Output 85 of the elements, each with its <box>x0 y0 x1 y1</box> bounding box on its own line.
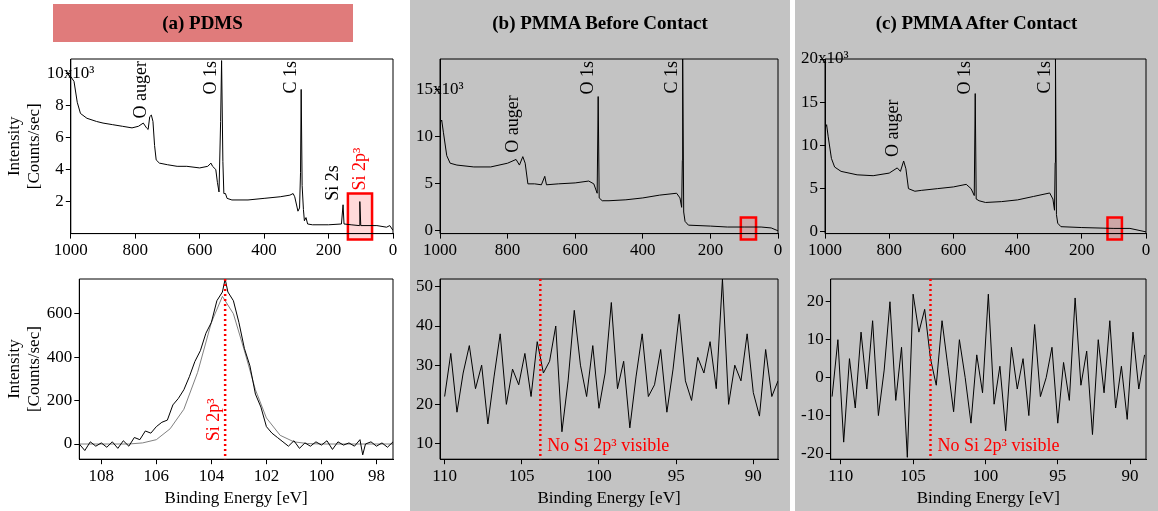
chart-title: (a) PDMS <box>52 3 353 42</box>
x-axis-title: Binding Energy [eV] <box>537 488 681 508</box>
x-tick-label: 600 <box>940 240 967 260</box>
y-tick-label: 15 <box>801 91 818 111</box>
annotation: C 1s <box>661 61 682 94</box>
x-tick-label: 105 <box>900 465 926 485</box>
y-tick-label: 6 <box>55 126 64 146</box>
x-tick-label: 108 <box>88 465 115 485</box>
y-axis-title: Intensity [Counts/sec] <box>3 103 44 190</box>
y-tick-label: 40 <box>416 315 433 335</box>
x-tick-label: 200 <box>1069 240 1095 260</box>
x-tick-label: 400 <box>251 240 277 260</box>
y-tick-label: -20 <box>800 442 824 462</box>
y-tick-label: 15 <box>416 79 433 99</box>
y-axis-title: Intensity [Counts/sec] <box>3 326 44 413</box>
x-tick-label: 1000 <box>808 240 842 260</box>
x-tick-label: 600 <box>186 240 213 260</box>
x-tick-label: 400 <box>630 240 656 260</box>
annotation: O auger <box>130 61 151 119</box>
x-tick-label: 90 <box>1121 465 1139 485</box>
annotation: O auger <box>882 99 903 157</box>
ref-line-label: Si 2p³ <box>202 397 223 442</box>
x-axis-title: Binding Energy [eV] <box>164 488 308 508</box>
y-tick-label: 5 <box>424 173 433 193</box>
annotation: Si 2s <box>321 165 342 201</box>
x-tick-label: 100 <box>308 465 335 485</box>
x-tick-label: 0 <box>773 240 783 260</box>
x-tick-label: 100 <box>972 465 999 485</box>
x-tick-label: 100 <box>586 465 612 485</box>
y-tick-label: 10 <box>416 126 433 146</box>
ref-line-label: No Si 2p³ visible <box>937 434 1060 455</box>
ref-line-label: No Si 2p³ visible <box>547 434 670 455</box>
y-tick-label: 0 <box>424 220 433 240</box>
x-axis-title: Binding Energy [eV] <box>916 488 1060 508</box>
y-tick-label: 200 <box>46 390 73 410</box>
annotation: O 1s <box>200 61 221 95</box>
x-tick-label: 105 <box>509 465 535 485</box>
x-tick-label: 800 <box>122 240 148 260</box>
x-tick-label: 102 <box>253 465 280 485</box>
y-tick-label: 20 <box>801 48 818 68</box>
y-tick-label: 4 <box>55 159 65 178</box>
chart-title: (b) PMMA Before Contact <box>492 10 708 35</box>
annotation: C 1s <box>1034 61 1055 94</box>
y-tick-label: 0 <box>815 367 824 387</box>
y-tick-label: 0 <box>63 433 73 453</box>
x-tick-label: 95 <box>667 465 685 485</box>
chart-title: (c) PMMA After Contact <box>875 10 1078 35</box>
x-tick-label: 98 <box>367 465 385 485</box>
x-tick-label: 1000 <box>53 240 88 260</box>
y-tick-label: 8 <box>55 94 64 114</box>
x-tick-label: 800 <box>494 240 521 260</box>
y-tick-label: 20 <box>416 393 433 413</box>
x-tick-label: 106 <box>143 465 170 485</box>
x-tick-label: 200 <box>315 240 342 260</box>
y-tick-label: 400 <box>46 346 73 366</box>
annotation: O 1s <box>953 61 974 95</box>
x-tick-label: 800 <box>876 240 902 260</box>
y-tick-label: 30 <box>416 354 433 374</box>
y-tick-label: 20 <box>806 291 824 311</box>
y-tick-label: 5 <box>809 178 818 198</box>
x-tick-label: 104 <box>198 465 225 485</box>
y-tick-label: 10 <box>801 134 818 154</box>
x-tick-label: 110 <box>432 465 458 485</box>
band-label: Si 2p³ <box>348 147 369 191</box>
y-tick-label: 10 <box>46 62 64 82</box>
x-tick-label: 0 <box>1141 240 1151 260</box>
y-tick-label: 50 <box>416 276 433 296</box>
y-tick-label: 10 <box>416 433 433 452</box>
y-tick-label: 10 <box>806 329 824 349</box>
y-tick-label: 2 <box>55 191 64 211</box>
x-tick-label: 95 <box>1049 465 1067 485</box>
x-tick-label: 600 <box>562 240 588 260</box>
y-tick-label: 0 <box>809 221 818 241</box>
annotation: C 1s <box>279 61 300 94</box>
x-tick-label: 0 <box>388 240 398 260</box>
annotation: x10³ <box>818 48 849 68</box>
x-tick-label: 200 <box>697 240 724 260</box>
annotation: O 1s <box>576 61 597 95</box>
x-tick-label: 1000 <box>423 240 457 260</box>
y-tick-label: 600 <box>46 303 73 323</box>
x-tick-label: 400 <box>1004 240 1031 260</box>
x-tick-label: 90 <box>744 465 762 485</box>
annotation: O auger <box>501 95 522 153</box>
y-tick-label: -10 <box>800 405 824 425</box>
x-tick-label: 110 <box>828 465 854 485</box>
